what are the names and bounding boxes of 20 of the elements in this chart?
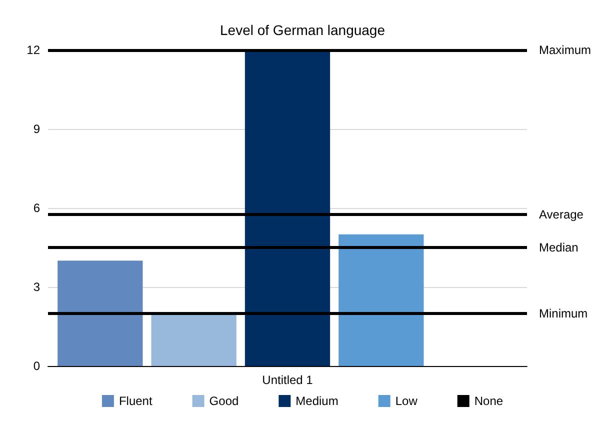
legend-label: Medium <box>296 394 338 408</box>
legend-label: Good <box>209 394 239 408</box>
ref-line-label: Average <box>539 208 584 222</box>
bar <box>338 234 424 366</box>
y-tick-label: 9 <box>33 122 40 136</box>
chart-title: Level of German language <box>220 22 386 38</box>
bar <box>151 313 236 366</box>
y-tick-label: 6 <box>33 201 40 215</box>
bar <box>244 50 330 366</box>
ref-line-label: Median <box>539 240 578 254</box>
y-tick-label: 3 <box>33 280 40 294</box>
ref-line-label: Maximum <box>539 43 592 57</box>
legend-label: None <box>474 394 504 408</box>
ref-line-label: Minimum <box>539 306 588 320</box>
bar <box>58 260 143 366</box>
x-tick-label: Untitled 1 <box>262 373 314 387</box>
legend-label: Fluent <box>118 394 153 408</box>
y-tick-label: 0 <box>33 359 40 373</box>
y-tick-label: 12 <box>26 43 40 57</box>
legend-label: Low <box>395 394 418 408</box>
